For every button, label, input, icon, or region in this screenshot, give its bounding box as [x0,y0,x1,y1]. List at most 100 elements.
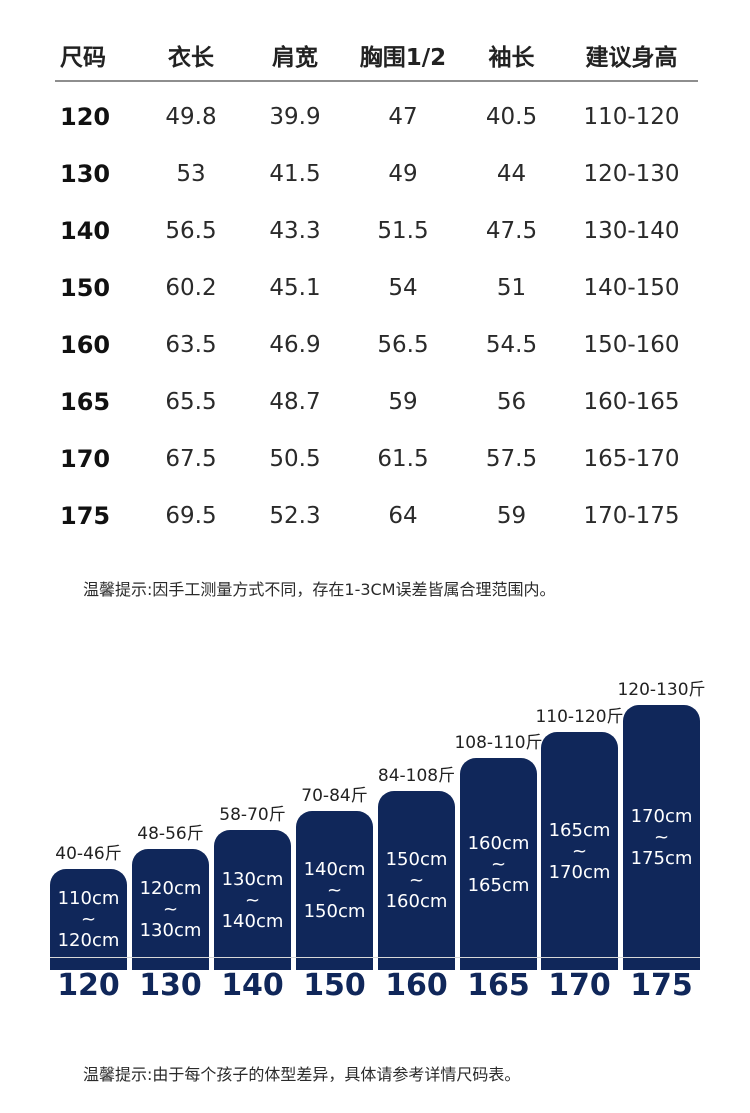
column-header: 衣长 [168,45,214,71]
table-cell: 49 [388,160,418,187]
height-range-label: ~ [408,870,425,891]
table-cell: 56.5 [165,217,217,244]
weight-label: 108-110斤 [454,733,543,753]
chart-column: 70-84斤 140cm ~150cm [296,786,373,970]
chart-bar: 160cm ~165cm [460,758,537,970]
chart-column: 110-120斤 165cm ~170cm [535,707,624,970]
chart-bar: 165cm ~170cm [541,732,618,970]
table-cell: 59 [388,388,418,415]
height-range-label: 130cm [139,920,202,941]
size-cell: 160 [60,330,111,359]
table-cell: 61.5 [377,445,429,472]
table-cell: 40.5 [485,103,538,130]
height-range-label: ~ [571,840,588,862]
chart-column: 120-130斤 170cm ~175cm [617,680,706,970]
chart-bar: 130cm ~140cm [214,830,291,970]
chart-bar: 170cm ~175cm [623,705,700,970]
table-cell: 140-150 [583,274,680,301]
size-tick-label: 175 [630,968,693,1003]
height-range-label: 160cm [467,832,530,854]
size-tick-label: 140 [221,968,284,1003]
table-cell: 53 [176,160,206,187]
table-cell: 50.5 [269,445,321,472]
table-cell: 160-165 [583,388,680,415]
weight-label: 48-56斤 [137,824,204,844]
height-range-label: 120cm [57,930,120,951]
chart-column: 108-110斤 160cm ~165cm [454,733,543,970]
table-cell: 60.2 [165,274,217,301]
chart-bar: 140cm ~150cm [296,811,373,970]
column-header: 尺码 [60,45,106,71]
table-cell: 110-120 [583,103,680,130]
size-cell: 130 [60,159,111,188]
size-cell: 120 [60,102,111,131]
table-cell: 56.5 [377,331,429,358]
height-range-label: 120cm [139,878,202,899]
height-range-label: 165cm [548,819,611,841]
size-cell: 165 [60,387,111,416]
chart-column: 84-108斤 150cm ~160cm [378,766,455,970]
weight-label: 120-130斤 [617,680,706,700]
table-cell: 46.9 [269,331,321,358]
size-cell: 175 [60,501,111,530]
table-cell: 47 [388,103,418,130]
height-range-label: 160cm [385,891,448,912]
column-header: 胸围1/2 [359,45,447,71]
table-cell: 39.9 [269,103,321,130]
height-range-label: ~ [326,880,343,901]
table-row: 175 69.5 52.3 64 59 170-175 [55,487,698,544]
size-cell: 150 [60,273,111,302]
table-cell: 67.5 [165,445,217,472]
table-cell: 52.3 [269,502,321,529]
size-tick-label: 130 [139,968,202,1003]
table-cell: 56 [496,388,527,415]
height-range-label: ~ [653,827,670,848]
body-type-note: 温馨提示:由于每个孩子的体型差异，具体请参考详情尺码表。 [83,1065,521,1084]
weight-label: 40-46斤 [55,844,122,864]
size-tick-label: 165 [467,968,530,1003]
height-range-label: 110cm [57,888,120,909]
height-range-label: ~ [490,853,507,875]
chart-bar: 120cm ~130cm [132,849,209,970]
table-row: 150 60.2 45.1 54 51 140-150 [55,259,698,316]
table-cell: 51 [496,274,527,301]
chart-baseline [50,957,700,958]
table-cell: 51.5 [377,217,429,244]
chart-column: 48-56斤 120cm ~130cm [132,824,209,970]
table-body: 120 49.8 39.9 47 40.5 110-120 130 53 41.5 49 44 120… [55,82,698,544]
table-cell: 54 [388,274,418,301]
table-cell: 43.3 [269,217,321,244]
height-range-label: ~ [80,909,97,930]
size-cell: 170 [60,444,111,473]
table-row: 165 65.5 48.7 59 56 160-165 [55,373,698,430]
size-tick-label: 170 [548,968,611,1003]
table-row: 140 56.5 43.3 51.5 47.5 130-140 [55,202,698,259]
table-cell: 48.7 [269,388,321,415]
weight-label: 58-70斤 [219,805,286,825]
table-cell: 41.5 [269,160,321,187]
chart-size-labels: 120 130 140 150 160 165 170 175 [0,968,750,1012]
table-cell: 63.5 [165,331,217,358]
table-cell: 49.8 [165,103,217,130]
height-range-label: 150cm [385,849,448,870]
height-range-label: 140cm [303,859,366,880]
size-tick-label: 160 [385,968,448,1003]
size-height-chart: 40-46斤 110cm ~120cm 48-56斤 120cm ~130cm 58-70斤… [0,640,750,970]
height-range-label: 165cm [467,874,530,896]
table-cell: 150-160 [583,331,680,358]
column-header: 袖长 [488,45,535,71]
table-cell: 64 [388,502,418,529]
chart-bar: 150cm ~160cm [378,791,455,970]
table-row: 170 67.5 50.5 61.5 57.5 165-170 [55,430,698,487]
table-header: 尺码 衣长 肩宽 胸围1/2 袖长 建议身高 [55,30,698,82]
table-cell: 44 [496,160,527,187]
weight-label: 84-108斤 [377,766,456,786]
table-cell: 59 [496,502,527,529]
table-cell: 54.5 [485,331,538,358]
chart-column: 58-70斤 130cm ~140cm [214,805,291,970]
table-row: 160 63.5 46.9 56.5 54.5 150-160 [55,316,698,373]
height-range-label: 175cm [630,848,693,869]
height-range-label: 130cm [221,868,284,890]
table-cell: 47.5 [485,217,538,244]
weight-label: 110-120斤 [535,707,624,727]
